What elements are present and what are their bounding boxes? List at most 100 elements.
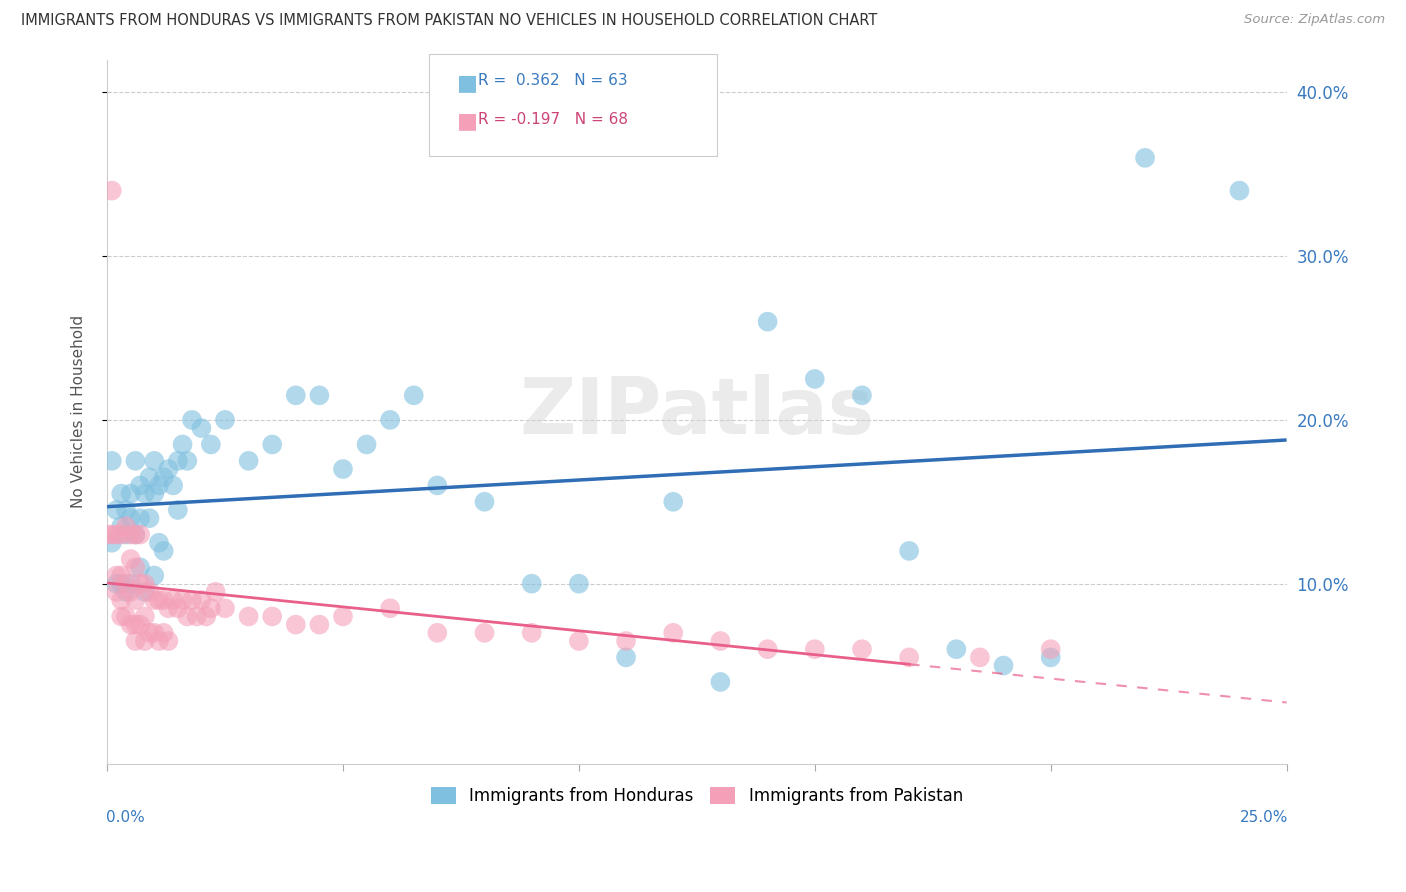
Point (110, 568, 132, 582)
Point (148, 593, 170, 607)
Point (898, 650, 921, 665)
Point (969, 650, 991, 665)
Point (101, 535, 124, 549)
Point (614, 634, 637, 648)
Text: Source: ZipAtlas.com: Source: ZipAtlas.com (1244, 13, 1385, 27)
Text: ■: ■ (457, 73, 478, 93)
Point (115, 576, 138, 591)
Point (138, 625, 160, 640)
Point (115, 519, 138, 533)
Point (214, 413, 236, 427)
Point (190, 593, 212, 607)
Point (172, 437, 194, 451)
Point (110, 519, 132, 533)
Point (138, 585, 160, 599)
Point (162, 478, 184, 492)
Point (110, 609, 132, 624)
Point (152, 625, 174, 640)
Point (105, 585, 128, 599)
Point (804, 642, 827, 657)
Point (124, 527, 146, 541)
Text: ■: ■ (457, 112, 478, 131)
Point (120, 527, 142, 541)
Point (166, 503, 188, 517)
Text: R =  0.362   N = 63: R = 0.362 N = 63 (478, 73, 627, 88)
Point (148, 634, 170, 648)
Point (96, 527, 118, 541)
Point (120, 585, 142, 599)
Point (143, 593, 166, 607)
Point (204, 585, 226, 599)
Point (709, 634, 731, 648)
Text: ZIPatlas: ZIPatlas (519, 374, 875, 450)
Point (129, 576, 152, 591)
Point (129, 560, 152, 574)
Text: 0.0%: 0.0% (105, 810, 145, 824)
Point (200, 437, 222, 451)
Point (172, 593, 194, 607)
Point (474, 625, 496, 640)
Point (120, 576, 142, 591)
Point (105, 568, 128, 582)
Point (157, 634, 180, 648)
Point (143, 486, 166, 500)
Point (709, 675, 731, 690)
Point (120, 486, 142, 500)
Point (520, 625, 543, 640)
Point (120, 552, 142, 566)
Point (129, 478, 152, 492)
Point (101, 527, 124, 541)
Point (308, 388, 330, 402)
Point (134, 585, 156, 599)
Point (945, 642, 967, 657)
Point (134, 609, 156, 624)
Point (181, 593, 204, 607)
Point (308, 617, 330, 632)
Point (166, 601, 188, 615)
Point (134, 634, 156, 648)
Point (190, 421, 212, 435)
Point (110, 486, 132, 500)
Point (162, 593, 184, 607)
Point (138, 470, 160, 484)
Point (214, 601, 236, 615)
Point (284, 617, 307, 632)
Point (181, 413, 204, 427)
Point (124, 617, 146, 632)
Point (115, 585, 138, 599)
Point (662, 495, 685, 509)
Point (143, 625, 166, 640)
Point (200, 601, 222, 615)
Point (993, 658, 1015, 673)
Point (124, 454, 146, 468)
Point (148, 535, 170, 549)
Point (378, 601, 401, 615)
Point (195, 609, 218, 624)
Point (520, 576, 543, 591)
Point (474, 495, 496, 509)
Y-axis label: No Vehicles in Household: No Vehicles in Household (72, 315, 86, 508)
Point (105, 527, 128, 541)
Point (176, 609, 198, 624)
Point (129, 617, 152, 632)
Point (124, 560, 146, 574)
Point (614, 650, 637, 665)
Point (851, 642, 873, 657)
Point (134, 486, 156, 500)
Point (1039, 642, 1062, 657)
Point (662, 625, 685, 640)
Point (101, 454, 124, 468)
Point (134, 576, 156, 591)
Point (110, 527, 132, 541)
Point (157, 462, 180, 476)
Point (101, 184, 124, 198)
Point (284, 388, 307, 402)
Point (110, 593, 132, 607)
Point (129, 527, 152, 541)
Legend: Immigrants from Honduras, Immigrants from Pakistan: Immigrants from Honduras, Immigrants fro… (425, 780, 970, 812)
Point (756, 315, 779, 329)
Point (1039, 650, 1062, 665)
Point (186, 609, 208, 624)
Point (1133, 151, 1156, 165)
Point (176, 454, 198, 468)
